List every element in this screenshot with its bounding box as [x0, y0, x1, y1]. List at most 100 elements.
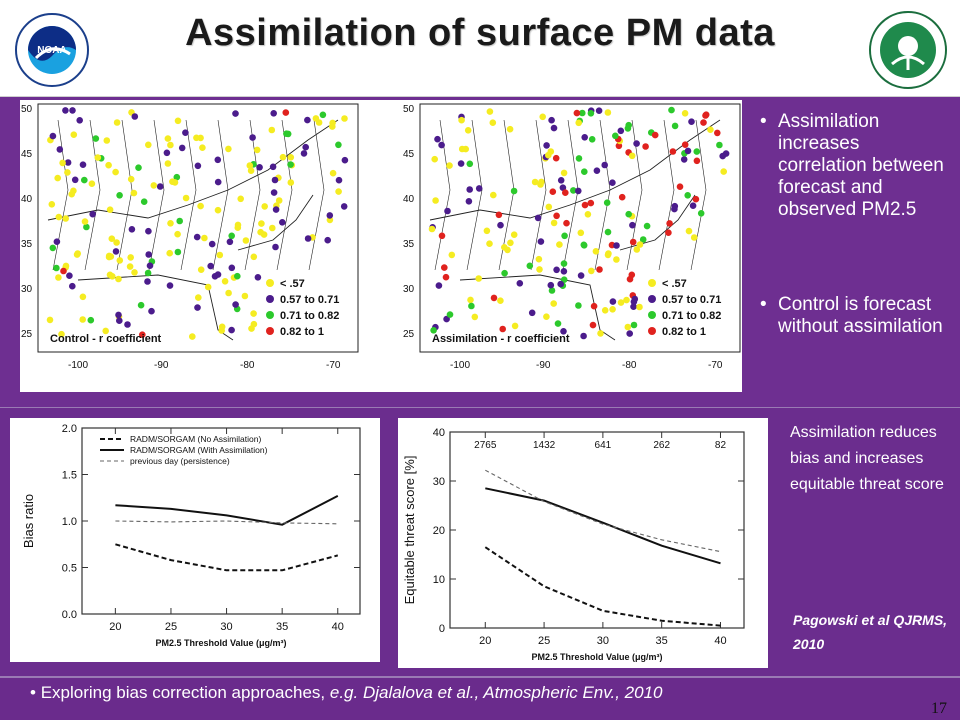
x-axis-label: PM2.5 Threshold Value (μg/m³): [155, 638, 286, 648]
y-tick-label: 30: [433, 476, 445, 488]
station-point: [115, 311, 122, 319]
station-point: [625, 210, 632, 218]
station-point: [178, 144, 186, 152]
station-point: [669, 148, 677, 155]
station-point: [609, 298, 617, 305]
station-point: [79, 161, 87, 168]
x-tick-label: 35: [276, 621, 288, 633]
station-point: [131, 269, 138, 276]
station-point: [665, 229, 672, 236]
assimilation-note: Assimilation reduces bias and increases …: [790, 424, 944, 493]
station-point: [560, 268, 568, 275]
station-point: [716, 141, 723, 149]
station-point: [604, 251, 612, 259]
station-point: [536, 266, 543, 273]
station-point: [189, 333, 196, 340]
map-caption: Assimilation - r coefficient: [432, 333, 570, 345]
station-point: [617, 127, 625, 135]
station-point: [684, 147, 692, 155]
station-point: [552, 154, 560, 162]
station-point: [174, 230, 181, 238]
station-point: [221, 278, 229, 285]
station-point: [636, 303, 643, 311]
station-point: [490, 191, 497, 199]
station-point: [107, 253, 115, 260]
station-point: [577, 229, 585, 237]
station-point: [693, 157, 701, 165]
station-point: [543, 142, 550, 149]
citation: Pagowski et al QJRMS, 2010: [793, 612, 948, 652]
station-point: [516, 280, 524, 287]
station-point: [624, 323, 632, 331]
y-tick-label: 1.0: [62, 516, 77, 528]
station-point: [225, 145, 232, 153]
y-tick-label: 0: [439, 623, 445, 635]
station-point: [300, 150, 308, 157]
station-point: [444, 207, 451, 215]
series-line-3: [485, 469, 721, 553]
y-axis-label: Bias ratio: [21, 494, 36, 548]
lat-tick-label: 30: [403, 284, 415, 295]
station-point: [250, 310, 257, 317]
station-point: [145, 251, 152, 258]
station-point: [560, 169, 568, 177]
legend-label: RADM/SORGAM (With Assimilation): [130, 445, 268, 455]
station-point: [71, 176, 79, 184]
station-point: [601, 161, 608, 169]
station-point: [46, 316, 54, 324]
station-point: [495, 211, 503, 219]
series-line-2: [115, 495, 339, 526]
station-point: [467, 296, 474, 304]
station-point: [135, 164, 142, 171]
station-point: [510, 187, 518, 195]
legend-label: 0.57 to 0.71: [280, 294, 339, 306]
station-point: [581, 201, 589, 209]
station-point: [666, 220, 673, 227]
station-point: [630, 321, 638, 329]
station-point: [431, 155, 439, 163]
station-point: [676, 183, 684, 190]
y-tick-label: 0.0: [62, 609, 77, 621]
station-point: [279, 153, 287, 161]
station-point: [48, 201, 56, 208]
station-point: [506, 125, 514, 133]
station-point: [174, 117, 182, 125]
station-point: [435, 282, 443, 289]
legend-swatch: [648, 311, 656, 319]
station-point: [557, 280, 564, 288]
station-point: [49, 244, 57, 252]
count-label: 2765: [474, 440, 497, 451]
station-point: [613, 242, 620, 249]
station-point: [702, 112, 709, 119]
station-point: [475, 185, 483, 192]
station-point: [324, 236, 332, 244]
station-point: [466, 160, 474, 168]
station-point: [139, 331, 146, 338]
station-point: [59, 159, 66, 167]
station-point: [507, 239, 514, 247]
station-point: [588, 267, 595, 275]
state-border: [308, 119, 325, 271]
station-point: [680, 156, 688, 163]
x-tick-label: 25: [165, 621, 177, 633]
station-point: [534, 214, 542, 222]
count-label: 1432: [533, 440, 556, 451]
legend-swatch: [648, 279, 656, 287]
station-point: [60, 267, 67, 275]
station-point: [304, 235, 312, 242]
station-point: [69, 282, 76, 290]
correlation-maps: 50 45 40 35 30 25 -100 -90 -80 -70 < .57 0.57 to 0.…: [21, 103, 741, 371]
station-point: [722, 150, 730, 157]
y-axis-label: Equitable threat score [%]: [402, 456, 417, 605]
x-axis-label: PM2.5 Threshold Value (μg/m³): [531, 652, 662, 662]
station-point: [268, 126, 276, 134]
station-point: [145, 227, 152, 235]
station-point: [182, 129, 189, 136]
station-point: [197, 266, 205, 273]
lon-tick-label: -80: [240, 360, 255, 371]
maps-panel: 50 45 40 35 30 25 -100 -90 -80 -70 < .57 0.57 to 0.…: [20, 100, 742, 392]
station-point: [54, 174, 61, 182]
station-point: [596, 266, 603, 273]
station-point: [631, 295, 639, 303]
station-point: [70, 131, 78, 138]
